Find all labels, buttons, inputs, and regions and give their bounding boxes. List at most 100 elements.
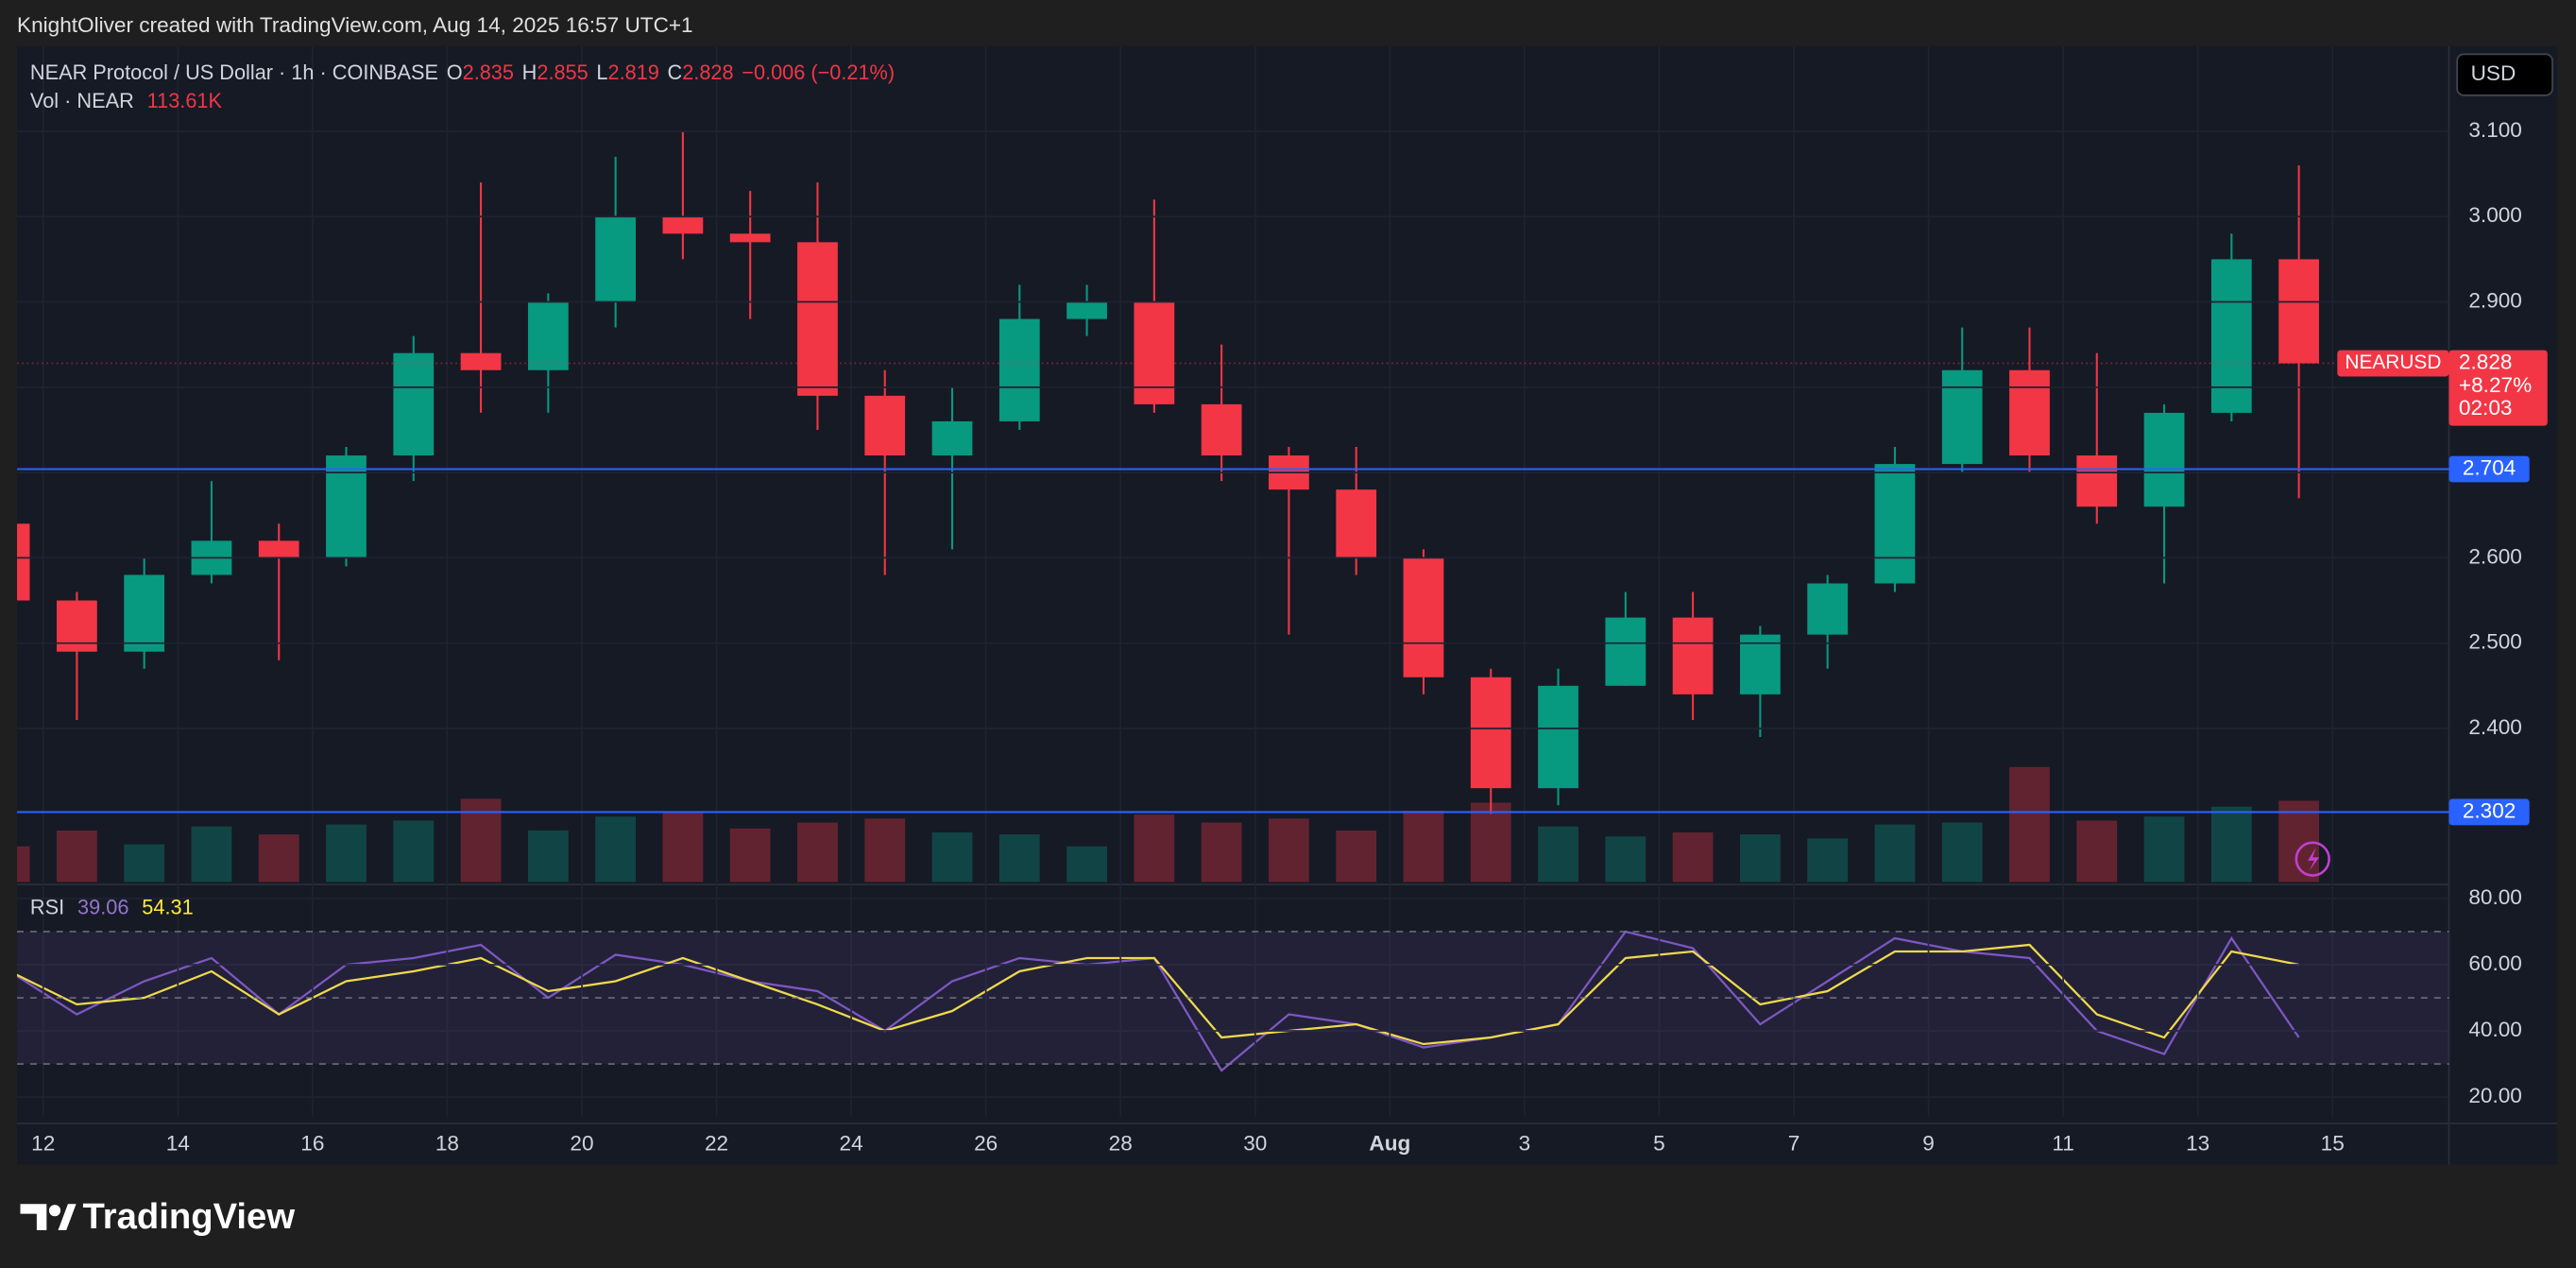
volume-bar	[527, 830, 569, 882]
x-tick-label: 28	[1109, 1132, 1133, 1156]
y-tick-label: 2.900	[2468, 289, 2522, 313]
y-tick-label: 60.00	[2468, 951, 2522, 975]
volume-bar	[1538, 826, 1578, 882]
candle-body	[326, 455, 367, 558]
candle-body	[124, 574, 165, 652]
chart-title: NEAR Protocol / US Dollar · 1h · COINBAS…	[30, 60, 438, 84]
candle-body	[1403, 557, 1444, 677]
volume-bar	[17, 846, 30, 882]
volume-bar	[864, 818, 906, 882]
volume-bar	[729, 828, 771, 882]
volume-bar	[124, 844, 165, 882]
rsi-title: RSI	[30, 895, 64, 918]
x-tick-label: 14	[166, 1132, 190, 1156]
candle-body	[2076, 455, 2118, 507]
candle-body	[1201, 403, 1242, 456]
volume-bar	[1470, 802, 1511, 882]
volume-bar	[2076, 820, 2118, 882]
volume-bar	[998, 834, 1040, 882]
alert-icon[interactable]	[2295, 841, 2330, 877]
y-tick-label: 80.00	[2468, 885, 2522, 909]
x-tick-label: 12	[31, 1132, 55, 1156]
chart-legend: NEAR Protocol / US Dollar · 1h · COINBAS…	[30, 60, 895, 84]
volume-bar	[662, 813, 704, 882]
candle-body	[1336, 489, 1377, 558]
legend-label: L	[596, 60, 607, 84]
candle-body	[729, 233, 771, 243]
candle-body	[1134, 301, 1175, 404]
price-label: 2.704	[2463, 455, 2516, 479]
logo-dot	[48, 1205, 61, 1217]
volume-value: 113.61K	[147, 89, 223, 112]
candle-body	[56, 600, 97, 652]
legend-value: 2.835	[463, 60, 514, 84]
alert-bolt	[2308, 847, 2320, 871]
y-tick-label: 20.00	[2468, 1084, 2522, 1107]
y-tick-label: 40.00	[2468, 1018, 2522, 1041]
x-tick-label: 16	[300, 1132, 324, 1156]
volume-bar	[1672, 832, 1714, 882]
x-tick-label: 18	[435, 1132, 459, 1156]
x-tick-label: 20	[570, 1132, 593, 1156]
volume-bar	[1874, 824, 1916, 882]
price-label-box	[2448, 455, 2530, 483]
legend-change: −0.006 (−0.21%)	[742, 60, 895, 84]
volume-bar	[2009, 766, 2050, 882]
volume-bar	[326, 824, 367, 882]
candle-body	[1941, 369, 1983, 465]
volume-bar	[1336, 830, 1377, 882]
candle-body	[595, 216, 637, 302]
candle-body	[864, 395, 906, 456]
rsi-legend: RSI 39.06 54.31	[30, 895, 194, 918]
candle-body	[797, 242, 838, 396]
volume-bar	[797, 822, 838, 882]
candle-body	[662, 216, 704, 234]
volume-bar	[1941, 822, 1983, 882]
volume-bar	[1269, 818, 1309, 882]
x-tick-label: 22	[705, 1132, 728, 1156]
volume-bar	[2210, 806, 2252, 882]
x-tick-label: 3	[1519, 1132, 1531, 1156]
x-tick-label: 26	[974, 1132, 998, 1156]
candle-body	[998, 318, 1040, 421]
y-tick-label: 2.400	[2468, 715, 2522, 739]
last-price-label: 2.828	[2459, 351, 2513, 374]
rsi-ma-value: 54.31	[142, 895, 193, 918]
volume-bar	[1807, 838, 1849, 882]
x-tick-label: 5	[1653, 1132, 1665, 1156]
candle-body	[1470, 677, 1511, 789]
volume-bar	[258, 834, 299, 882]
plot: 12 14 16 18 20 22 24 26 28 30 Aug 3 5 7 9 11 13 15 2.400 2.…	[17, 45, 2548, 1156]
volume-bar	[1066, 846, 1107, 882]
legend-value: 2.855	[537, 60, 588, 84]
candle-body	[2143, 412, 2185, 507]
price-label: 2.302	[2463, 798, 2516, 822]
candle-body	[393, 352, 435, 456]
x-tick-label: 15	[2321, 1132, 2345, 1156]
y-tick-label: 2.600	[2468, 544, 2522, 568]
candle-body	[1672, 617, 1714, 694]
candle-body	[1066, 301, 1107, 319]
volume-bar	[393, 820, 435, 882]
candle-body	[17, 523, 30, 601]
logo-mark	[20, 1204, 47, 1231]
symbol-box	[2337, 350, 2449, 377]
x-tick-label: 11	[2052, 1132, 2073, 1156]
legend-label: H	[522, 60, 537, 84]
rsi-value: 39.06	[77, 895, 128, 918]
candle-body	[931, 420, 973, 456]
legend-label: C	[668, 60, 683, 84]
x-tick-label: 7	[1788, 1132, 1800, 1156]
x-tick-label: 30	[1243, 1132, 1267, 1156]
candle-body	[1874, 464, 1916, 584]
legend-value: 2.819	[608, 60, 659, 84]
logo-text: TradingView	[83, 1196, 296, 1237]
candle-body	[1739, 634, 1781, 694]
volume-legend: Vol · NEAR 113.61K	[30, 89, 223, 112]
x-tick-label: 9	[1922, 1132, 1935, 1156]
candle-body	[1807, 583, 1849, 635]
volume-bar	[56, 830, 97, 882]
x-tick-label: 13	[2186, 1132, 2209, 1156]
currency-button[interactable]	[2456, 53, 2553, 96]
